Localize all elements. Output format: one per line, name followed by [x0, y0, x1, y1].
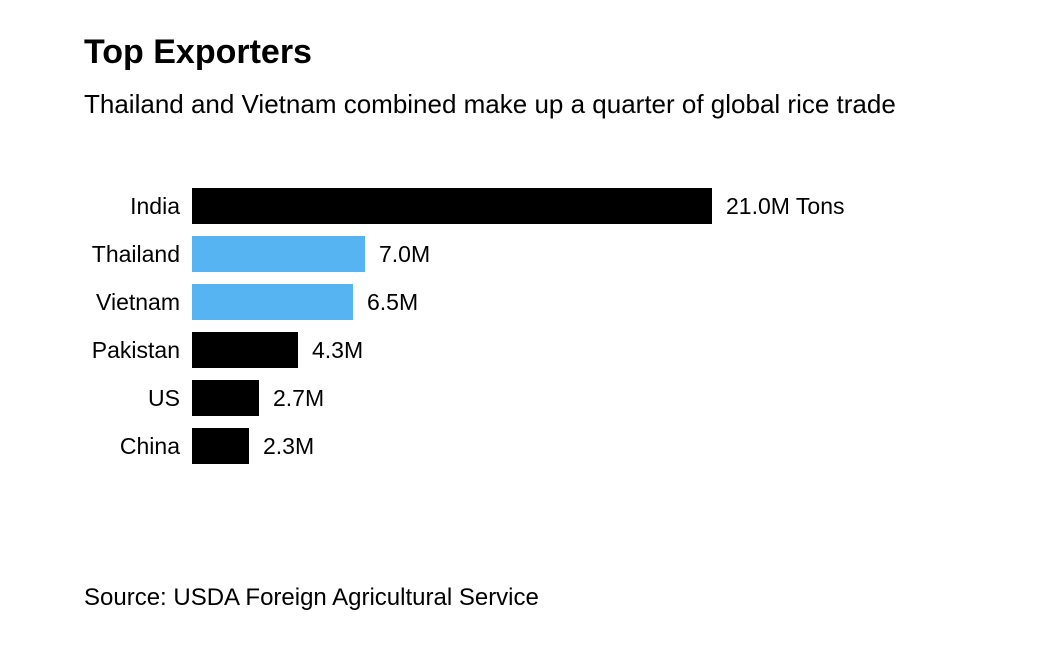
bar-track: 7.0M — [192, 236, 998, 273]
bar-track: 6.5M — [192, 284, 998, 321]
category-label: Pakistan — [91, 336, 180, 363]
chart-title: Top Exporters — [84, 33, 312, 71]
category-label: Vietnam — [96, 288, 180, 315]
source-attribution: Source: USDA Foreign Agricultural Servic… — [84, 584, 539, 611]
bar-rows: India 21.0M Tons Thailand 7.0M Vietnam 6.5M Pa… — [84, 182, 998, 470]
value-label: 7.0M — [379, 240, 431, 267]
value-label: 6.5M — [367, 288, 419, 315]
bar-row: China 2.3M — [84, 422, 998, 470]
value-label: 4.3M — [312, 336, 364, 363]
bar-track: 21.0M Tons — [192, 188, 998, 225]
bar — [192, 380, 259, 417]
bar-chart: India 21.0M Tons Thailand 7.0M Vietnam 6.5M Pa… — [84, 182, 998, 470]
value-label: 2.7M — [273, 384, 325, 411]
category-label: India — [130, 192, 180, 219]
bar — [192, 428, 249, 465]
bar-row: Thailand 7.0M — [84, 230, 998, 278]
bar — [192, 236, 365, 273]
bar-row: US 2.7M — [84, 374, 998, 422]
bar-track: 4.3M — [192, 332, 998, 369]
bar-row: India 21.0M Tons — [84, 182, 998, 230]
bar-row: Vietnam 6.5M — [84, 278, 998, 326]
bar-track: 2.3M — [192, 428, 998, 465]
bar-track: 2.7M — [192, 380, 998, 417]
value-label: 21.0M Tons — [726, 192, 845, 219]
bar — [192, 284, 353, 321]
bar — [192, 332, 298, 369]
bar — [192, 188, 712, 225]
bar-row: Pakistan 4.3M — [84, 326, 998, 374]
category-label: China — [119, 432, 180, 459]
category-label: Thailand — [91, 240, 180, 267]
category-label: US — [148, 384, 180, 411]
value-label: 2.3M — [263, 432, 315, 459]
chart-subtitle: Thailand and Vietnam combined make up a … — [84, 89, 896, 120]
